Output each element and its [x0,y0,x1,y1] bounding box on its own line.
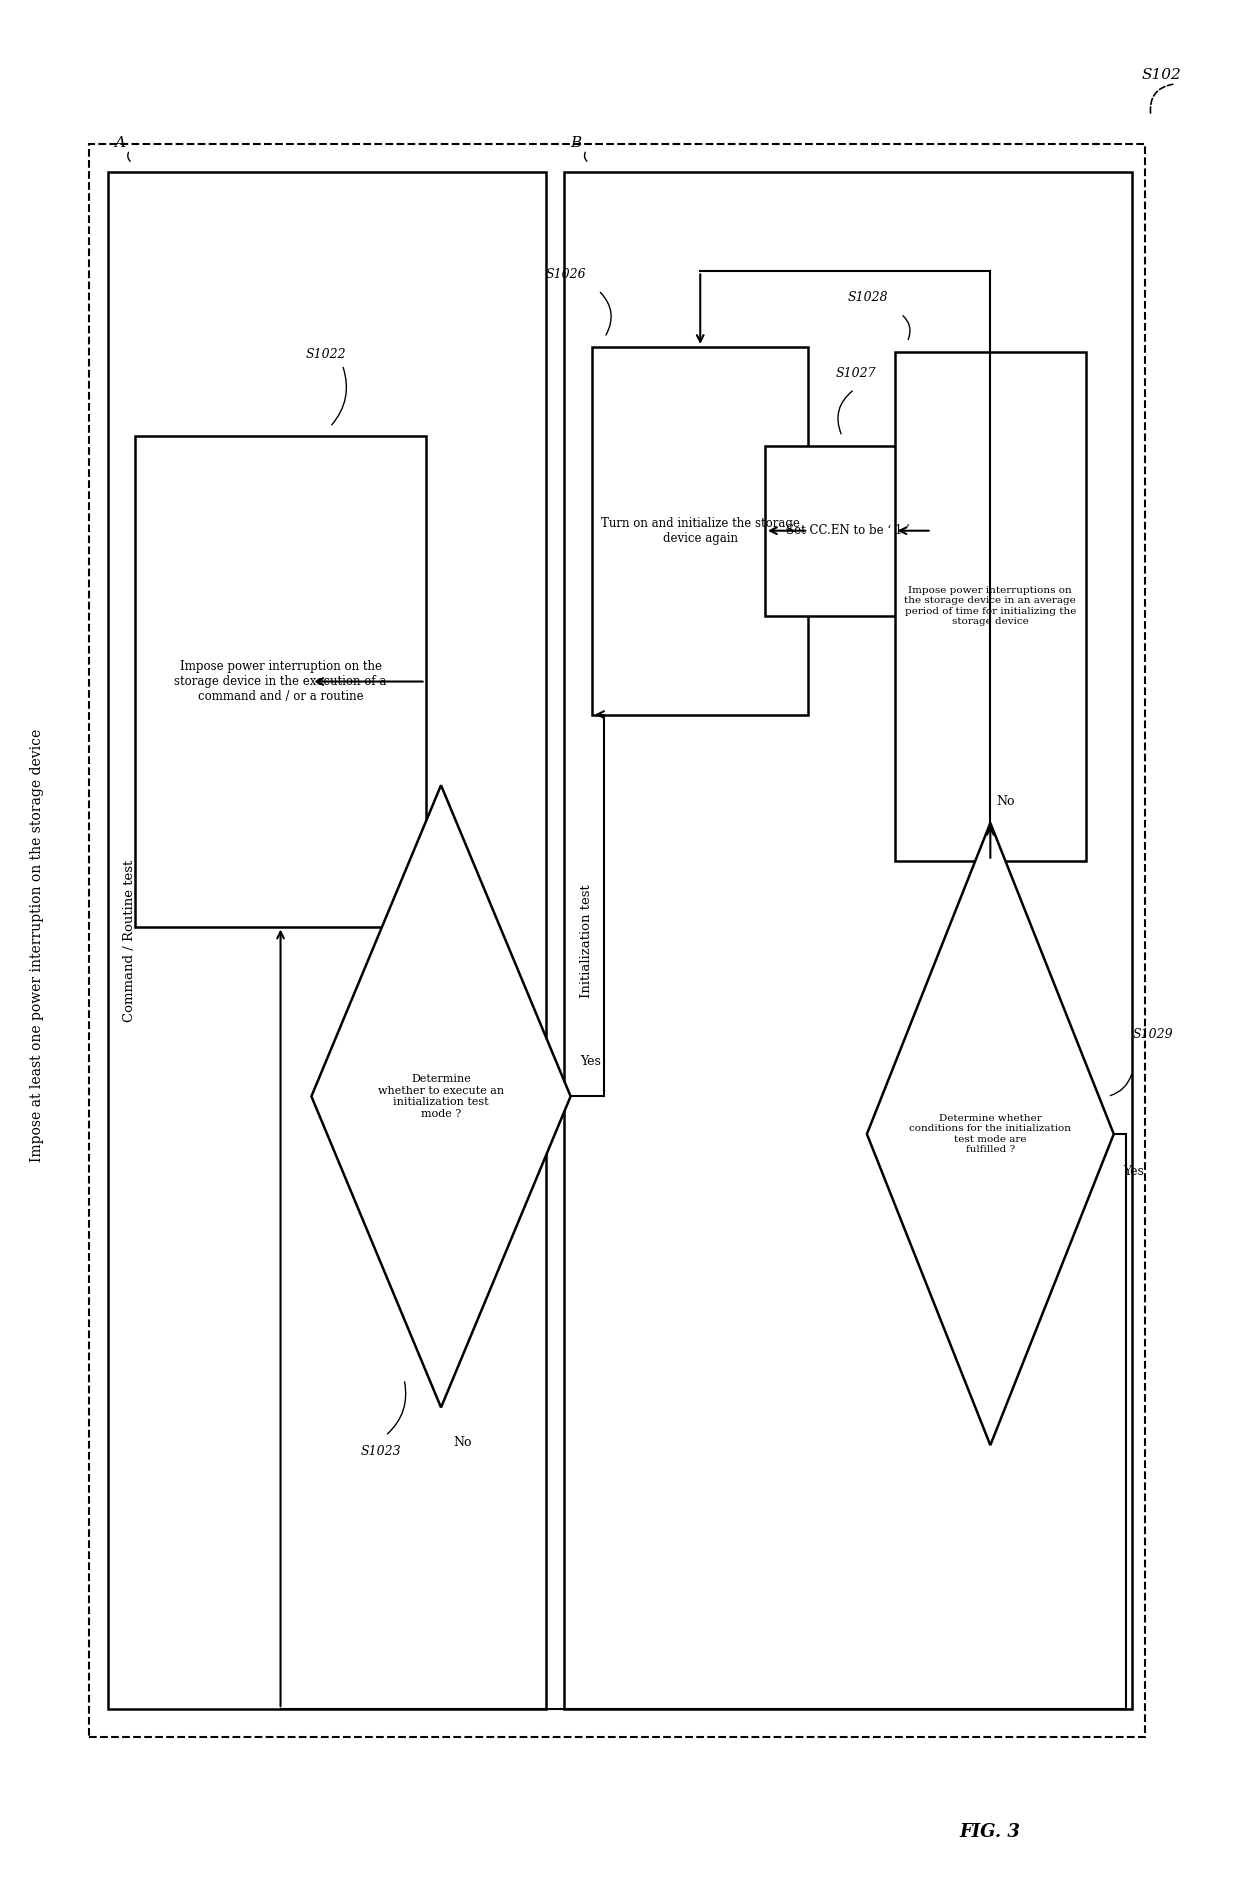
Text: B: B [570,136,582,149]
Text: S1026: S1026 [546,269,587,282]
Text: FIG. 3: FIG. 3 [960,1823,1021,1842]
Text: Impose power interruption on the
storage device in the execution of a
command an: Impose power interruption on the storage… [175,660,387,703]
Text: A: A [114,136,125,149]
FancyBboxPatch shape [135,437,425,927]
Polygon shape [311,785,570,1407]
Text: Command / Routine test: Command / Routine test [124,860,136,1021]
Text: S1022: S1022 [305,348,346,361]
FancyBboxPatch shape [89,144,1145,1738]
FancyBboxPatch shape [895,352,1086,860]
FancyBboxPatch shape [593,346,808,715]
FancyBboxPatch shape [108,172,546,1709]
Text: Impose at least one power interruption on the storage device: Impose at least one power interruption o… [30,728,45,1163]
Text: S102: S102 [1142,68,1182,81]
Text: S1023: S1023 [361,1445,402,1458]
Text: S1028: S1028 [848,291,889,304]
Text: S1029: S1029 [1132,1027,1173,1040]
Text: Set CC.EN to be ‘ 1 ’: Set CC.EN to be ‘ 1 ’ [786,524,910,537]
Text: S1027: S1027 [836,367,877,380]
Text: No: No [997,794,1016,807]
FancyBboxPatch shape [564,172,1132,1709]
Text: Impose power interruptions on
the storage device in an average
period of time fo: Impose power interruptions on the storag… [904,586,1076,626]
FancyBboxPatch shape [765,446,931,616]
Text: No: No [454,1435,472,1449]
Text: Initialization test: Initialization test [580,883,593,998]
Text: Determine whether
conditions for the initialization
test mode are
fulfilled ?: Determine whether conditions for the ini… [909,1114,1071,1154]
Text: Yes: Yes [580,1055,601,1068]
Text: Turn on and initialize the storage
device again: Turn on and initialize the storage devic… [601,516,800,545]
Text: Yes: Yes [1123,1165,1145,1178]
Text: Determine
whether to execute an
initialization test
mode ?: Determine whether to execute an initiali… [378,1074,505,1119]
Polygon shape [867,823,1114,1445]
